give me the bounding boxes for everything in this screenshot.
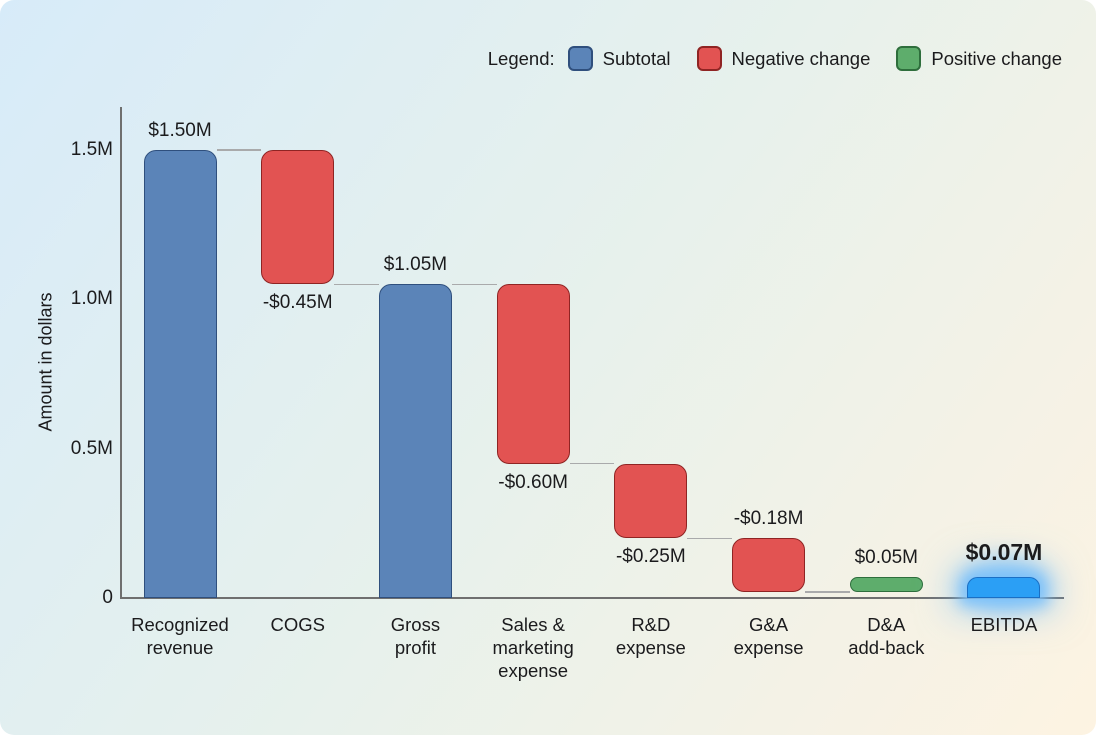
bar-value-label: -$0.18M (733, 508, 804, 530)
bar-value-label: -$0.25M (615, 546, 686, 568)
bar-rd-expense[interactable] (614, 463, 688, 539)
x-axis-label: COGS (270, 614, 325, 635)
x-axis-line (120, 597, 1064, 599)
connector-line (334, 283, 379, 286)
y-axis-title: Amount in dollars (35, 292, 56, 432)
x-axis-label: Gross profit (390, 614, 441, 658)
bar-gross-profit[interactable] (378, 284, 452, 598)
x-axis-label: Sales & marketing expense (492, 614, 574, 681)
bar-value-label: $1.50M (148, 119, 212, 141)
bar-sales-marketing-expense[interactable] (496, 284, 570, 464)
y-axis-line (120, 107, 122, 598)
connector-line (451, 283, 497, 286)
connector-line (805, 591, 850, 593)
legend-title: Legend: (487, 47, 555, 69)
legend-item-negative-change[interactable]: Negative change (696, 46, 871, 71)
y-axis-tick-label: 1.0M (70, 288, 113, 310)
legend-swatch-positive-icon (896, 46, 922, 71)
legend-item-label: Subtotal (602, 47, 671, 69)
bar-value-label: $0.07M (965, 539, 1043, 566)
bar-ebitda[interactable] (967, 577, 1041, 598)
bar-ga-expense[interactable] (732, 538, 806, 593)
x-axis-label: G&A expense (733, 614, 804, 658)
bar-cogs[interactable] (261, 149, 335, 285)
x-axis-label: EBITDA (970, 614, 1038, 635)
legend-item-positive-change[interactable]: Positive change (896, 46, 1062, 71)
bar-value-label: -$0.45M (262, 292, 333, 314)
bar-value-label: $1.05M (383, 254, 448, 276)
legend-item-label: Negative change (731, 47, 871, 69)
bar-da-add-back[interactable] (849, 577, 923, 592)
y-axis-tick-label: 0 (102, 587, 113, 608)
x-axis-label: D&A add-back (848, 614, 925, 658)
bar-value-label: -$0.60M (498, 471, 568, 493)
chart-legend: Legend: Subtotal Negative change Positiv… (488, 46, 1062, 71)
legend-swatch-negative-icon (696, 46, 722, 71)
legend-item-subtotal[interactable]: Subtotal (567, 46, 671, 71)
y-axis-tick-label: 0.5M (70, 437, 113, 459)
bar-recognized-revenue[interactable] (143, 149, 217, 598)
bar-value-label: $0.05M (854, 547, 918, 569)
connector-line (687, 537, 733, 540)
connector-line (216, 149, 262, 151)
legend-swatch-subtotal-icon (567, 46, 593, 71)
x-axis-label: Recognized revenue (131, 614, 229, 658)
legend-item-label: Positive change (931, 47, 1062, 69)
x-axis-label: R&D expense (615, 614, 686, 658)
connector-line (569, 462, 615, 465)
y-axis-tick-label: 1.5M (70, 138, 113, 160)
